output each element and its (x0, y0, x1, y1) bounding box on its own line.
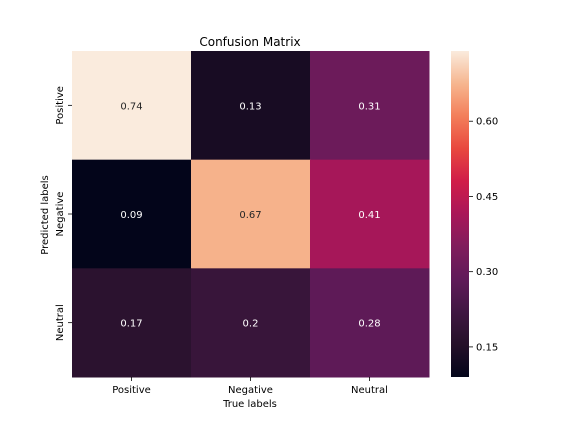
heatmap-cell-labels: 0.74 0.13 0.31 0.09 0.67 0.41 0.17 0.2 0.28 (120, 101, 380, 329)
chart-title: Confusion Matrix (199, 35, 300, 49)
x-tick-label: Neutral (351, 385, 388, 396)
cell-value-label: 0.17 (120, 319, 142, 330)
y-axis: Positive Negative Neutral (55, 86, 72, 341)
cell-value-label: 0.28 (358, 319, 380, 330)
heatmap-cell-0-1 (191, 51, 311, 161)
y-tick-label: Negative (55, 192, 66, 237)
heatmap-cell-1-2 (310, 159, 430, 269)
cell-value-label: 0.31 (358, 101, 380, 112)
heatmap-cell-2-2 (310, 268, 430, 378)
x-tick-label: Positive (112, 385, 151, 396)
y-tick-label: Neutral (55, 304, 66, 341)
heatmap-cell-2-1 (191, 268, 311, 378)
cell-value-label: 0.09 (120, 210, 142, 221)
heatmap-cell-2-0 (72, 268, 192, 378)
colorbar-tick-label: 0.15 (476, 342, 498, 353)
heatmap-cell-0-2 (310, 51, 430, 161)
cell-value-label: 0.41 (358, 210, 380, 221)
colorbar-tick-label: 0.45 (476, 192, 498, 203)
heatmap-cell-0-0 (72, 51, 192, 161)
cell-value-label: 0.13 (239, 101, 261, 112)
x-axis-label: True labels (222, 399, 277, 410)
cell-value-label: 0.67 (239, 210, 261, 221)
colorbar: 0.15 0.30 0.45 0.60 (451, 51, 498, 377)
x-axis: Positive Negative Neutral (112, 377, 388, 396)
x-tick-label: Negative (228, 385, 273, 396)
cell-value-label: 0.74 (120, 101, 142, 112)
heatmap-cell-1-1 (191, 159, 311, 269)
y-axis-label: Predicted labels (40, 175, 51, 255)
colorbar-tick-label: 0.30 (476, 267, 498, 278)
cell-value-label: 0.2 (243, 319, 259, 330)
colorbar-gradient (451, 51, 469, 377)
heatmap-cells (72, 51, 430, 378)
heatmap-cell-1-0 (72, 159, 192, 269)
colorbar-tick-label: 0.60 (476, 117, 498, 128)
y-tick-label: Positive (55, 86, 66, 125)
